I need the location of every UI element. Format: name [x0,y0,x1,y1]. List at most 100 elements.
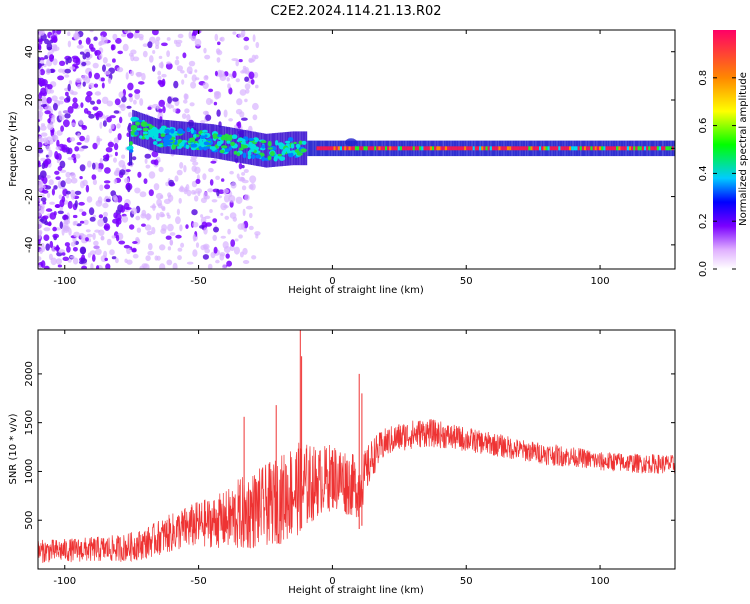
spectrogram-speckle [158,62,164,69]
spectrogram-blob [167,139,174,143]
spectrogram-core-line [378,146,381,151]
spectrogram-core-line [466,146,469,151]
spectrogram-speckle [65,193,70,199]
spectrogram-core-line [549,146,552,151]
spectrogram-blob [144,135,148,138]
spectrogram-speckle [134,187,141,194]
spectrogram-speckle [239,89,247,96]
spectrogram-core-line [618,146,621,151]
spectrogram-blob [290,143,295,149]
spectrogram-blob [293,141,297,145]
spectrogram-speckle [204,248,210,254]
spectrogram-band [223,126,226,161]
spectrogram-speckle [157,75,162,81]
spectrogram-core-line [346,146,349,151]
spectrogram-speckle [126,259,133,265]
spectrogram-core-line [380,146,383,151]
spectrogram-speckle [105,63,112,67]
spectrogram-speckle [49,212,57,220]
spectrogram-core-line [442,146,445,151]
spectrogram-speckle [126,105,132,109]
spectrogram-core-line [337,146,340,151]
spectrogram-speckle [230,182,237,189]
spectrogram-speckle [45,208,53,212]
spectrogram-speckle [64,74,70,78]
spectrogram-x-tick-label: -50 [190,276,206,287]
spectrogram-speckle [95,200,103,207]
spectrogram-speckle [93,83,99,88]
spectrogram-speckle [179,224,183,232]
spectrogram-speckle [63,214,68,220]
spectrogram-speckle [49,240,54,249]
spectrogram-speckle [62,256,70,261]
spectrogram-core-line [434,146,437,151]
spectrogram-blob [298,140,303,145]
spectrogram-speckle [248,225,254,231]
spectrogram-blob [231,134,238,139]
spectrogram-speckle [39,248,43,254]
spectrogram-speckle [227,228,231,235]
spectrogram-speckle [81,125,86,129]
spectrogram-speckle [239,251,244,258]
spectrogram-speckle [44,139,49,146]
spectrogram-band [280,132,282,167]
spectrogram-speckle [166,102,170,108]
spectrogram-speckle [40,197,47,202]
spectrogram-speckle [106,100,114,107]
spectrogram-speckle [137,171,142,178]
snr-axes: -100 -50 0 50 100 500 1000 1500 2000 [24,330,675,587]
spectrogram-speckle [86,91,93,97]
spectrogram-speckle [39,59,45,64]
spectrogram-blob [251,154,256,160]
spectrogram-speckle [152,203,156,211]
spectrogram-speckle [195,242,200,248]
spectrogram-speckle [172,97,179,102]
spectrogram-blob [301,140,307,145]
spectrogram-core-line [354,146,358,151]
spectrogram-speckle [57,75,65,81]
spectrogram-speckle [88,207,95,216]
spectrogram-core-line [521,146,525,151]
spectrogram-speckle [131,207,138,215]
spectrogram-speckle [68,80,72,85]
spectrogram-speckle [97,162,104,170]
spectrogram-band [275,132,277,167]
spectrogram-speckle [55,258,63,265]
spectrogram-speckle [152,65,156,72]
spectrogram-speckle [223,205,229,209]
spectrogram-speckle [157,79,163,85]
spectrogram-speckle [157,70,162,76]
spectrogram-speckle [202,82,209,89]
spectrogram-speckle [209,209,213,213]
spectrogram-speckle [189,102,195,107]
spectrogram-speckle [134,92,140,100]
spectrogram-blob [130,124,138,131]
spectrogram-speckle [195,178,201,184]
spectrogram-speckle [153,183,160,191]
spectrogram-speckle [202,110,209,115]
spectrogram-band [313,140,316,157]
spectrogram-speckle [129,224,135,230]
spectrogram-speckle [127,184,131,193]
spectrogram-core-line [367,146,370,151]
spectrogram-blob [267,147,273,150]
spectrogram-speckle [149,55,154,63]
spectrogram-core-line [556,146,559,151]
spectrogram-speckle [52,226,57,232]
spectrogram-speckle [212,218,218,223]
spectrogram-blob [153,141,158,145]
spectrogram-speckle [190,35,197,42]
spectrogram-speckle [116,217,122,225]
spectrogram-speckle [252,102,259,111]
spectrogram-core-line [562,146,565,151]
spectrogram-speckle [243,36,250,42]
spectrogram-speckle [78,39,82,45]
spectrogram-speckle [191,165,197,172]
spectrogram-y-tick-label: 20 [24,94,35,107]
spectrogram-band [212,124,215,158]
spectrogram-speckle [52,103,58,111]
spectrogram-core-line [637,146,640,151]
spectrogram-band [265,133,268,168]
spectrogram-speckle [85,237,89,242]
